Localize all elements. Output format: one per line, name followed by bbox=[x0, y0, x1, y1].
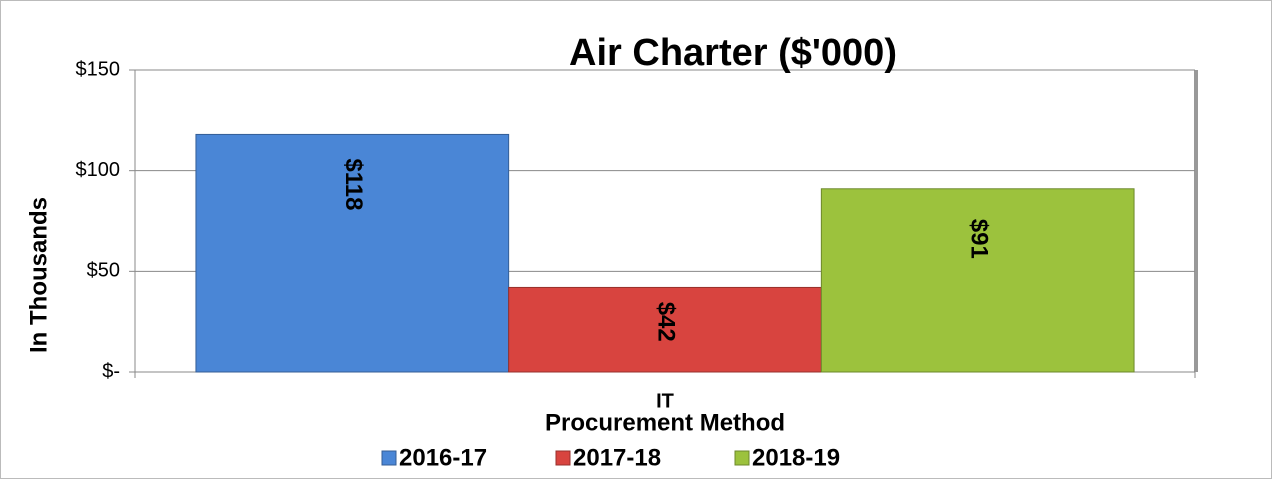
x-axis-label: Procurement Method bbox=[545, 409, 785, 436]
legend-marker bbox=[734, 450, 750, 466]
y-tick-label: $- bbox=[102, 360, 120, 382]
data-label: $118 bbox=[340, 158, 367, 210]
bar bbox=[820, 188, 1135, 373]
data-label: $91 bbox=[965, 219, 992, 259]
data-label: $42 bbox=[653, 302, 680, 342]
legend-marker bbox=[381, 450, 397, 466]
y-tick-label: $100 bbox=[76, 159, 121, 181]
legend-marker bbox=[555, 450, 571, 466]
y-axis-label: In Thousands bbox=[25, 197, 52, 353]
legend-label: 2017-18 bbox=[573, 444, 661, 471]
legend-label: 2016-17 bbox=[399, 444, 487, 471]
bar bbox=[508, 286, 822, 373]
y-tick-label: $150 bbox=[76, 58, 121, 80]
y-tick-label: $50 bbox=[87, 260, 120, 282]
bar bbox=[195, 133, 510, 373]
chart-title: Air Charter ($'000) bbox=[569, 32, 897, 74]
legend-label: 2018-19 bbox=[752, 444, 840, 471]
x-tick-label: IT bbox=[656, 390, 674, 412]
